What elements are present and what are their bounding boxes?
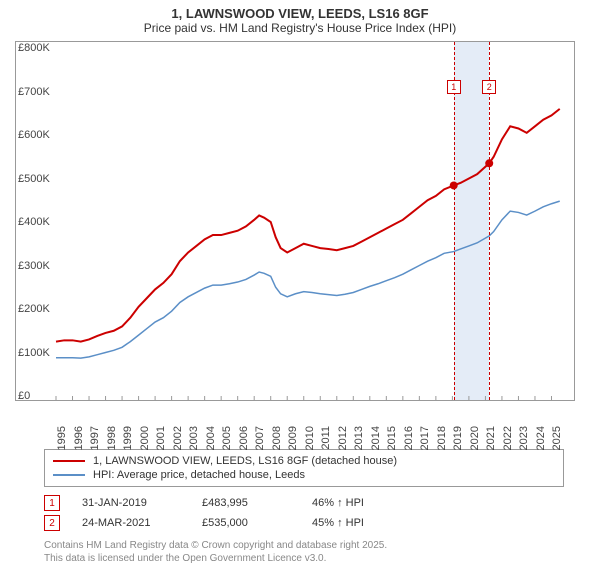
x-axis-label: 2025 bbox=[551, 426, 563, 466]
x-axis-label: 2018 bbox=[436, 426, 448, 466]
legend-swatch bbox=[53, 474, 85, 476]
marker-pct: 46% ↑ HPI bbox=[312, 497, 432, 509]
x-axis-label: 2012 bbox=[337, 426, 349, 466]
x-axis-label: 2017 bbox=[419, 426, 431, 466]
legend-label: HPI: Average price, detached house, Leed… bbox=[93, 469, 305, 481]
marker-date: 31-JAN-2019 bbox=[82, 497, 202, 509]
x-axis-label: 2015 bbox=[386, 426, 398, 466]
x-axis-label: 2006 bbox=[238, 426, 250, 466]
marker-pct: 45% ↑ HPI bbox=[312, 517, 432, 529]
footer-attribution: Contains HM Land Registry data © Crown c… bbox=[44, 539, 590, 565]
x-axis-label: 1998 bbox=[106, 426, 118, 466]
x-axis-label: 2001 bbox=[155, 426, 167, 466]
x-axis-label: 1997 bbox=[89, 426, 101, 466]
x-axis-label: 2007 bbox=[254, 426, 266, 466]
footer-line: Contains HM Land Registry data © Crown c… bbox=[44, 539, 590, 552]
series-line-property bbox=[56, 109, 560, 342]
marker-vline bbox=[454, 42, 455, 400]
x-axis-label: 2013 bbox=[353, 426, 365, 466]
marker-label-box: 2 bbox=[482, 80, 496, 94]
x-axis-label: 2002 bbox=[172, 426, 184, 466]
marker-vline bbox=[489, 42, 490, 400]
marker-label-box: 1 bbox=[447, 80, 461, 94]
marker-price: £483,995 bbox=[202, 497, 312, 509]
marker-badge: 2 bbox=[44, 515, 60, 531]
chart-subtitle: Price paid vs. HM Land Registry's House … bbox=[10, 21, 590, 35]
x-axis-label: 2024 bbox=[535, 426, 547, 466]
x-axis-label: 2014 bbox=[370, 426, 382, 466]
x-axis-label: 2004 bbox=[205, 426, 217, 466]
x-axis-label: 1996 bbox=[73, 426, 85, 466]
x-axis-label: 1999 bbox=[122, 426, 134, 466]
x-axis-label: 2020 bbox=[469, 426, 481, 466]
chart-container: 1, LAWNSWOOD VIEW, LEEDS, LS16 8GF Price… bbox=[0, 0, 600, 560]
x-axis-label: 2021 bbox=[485, 426, 497, 466]
x-axis-label: 2019 bbox=[452, 426, 464, 466]
marker-row: 1 31-JAN-2019 £483,995 46% ↑ HPI bbox=[44, 493, 564, 513]
x-axis-label: 2011 bbox=[320, 426, 332, 466]
marker-price: £535,000 bbox=[202, 517, 312, 529]
x-axis-label: 2003 bbox=[188, 426, 200, 466]
marker-badge: 1 bbox=[44, 495, 60, 511]
x-axis-label: 2022 bbox=[502, 426, 514, 466]
marker-row: 2 24-MAR-2021 £535,000 45% ↑ HPI bbox=[44, 513, 564, 533]
legend-item-hpi: HPI: Average price, detached house, Leed… bbox=[53, 468, 555, 482]
footer-line: This data is licensed under the Open Gov… bbox=[44, 552, 590, 565]
x-axis-label: 2009 bbox=[287, 426, 299, 466]
x-axis-label: 2008 bbox=[271, 426, 283, 466]
x-axis-label: 1995 bbox=[56, 426, 68, 466]
chart-title: 1, LAWNSWOOD VIEW, LEEDS, LS16 8GF bbox=[10, 6, 590, 21]
x-axis-label: 2000 bbox=[139, 426, 151, 466]
marker-date: 24-MAR-2021 bbox=[82, 517, 202, 529]
x-axis-label: 2005 bbox=[221, 426, 233, 466]
series-line-hpi bbox=[56, 201, 560, 358]
marker-table: 1 31-JAN-2019 £483,995 46% ↑ HPI 2 24-MA… bbox=[44, 493, 564, 533]
chart-svg bbox=[16, 42, 576, 402]
x-axis-label: 2010 bbox=[304, 426, 316, 466]
x-axis-label: 2016 bbox=[403, 426, 415, 466]
plot-area: £0£100K£200K£300K£400K£500K£600K£700K£80… bbox=[15, 41, 575, 401]
x-axis-label: 2023 bbox=[518, 426, 530, 466]
